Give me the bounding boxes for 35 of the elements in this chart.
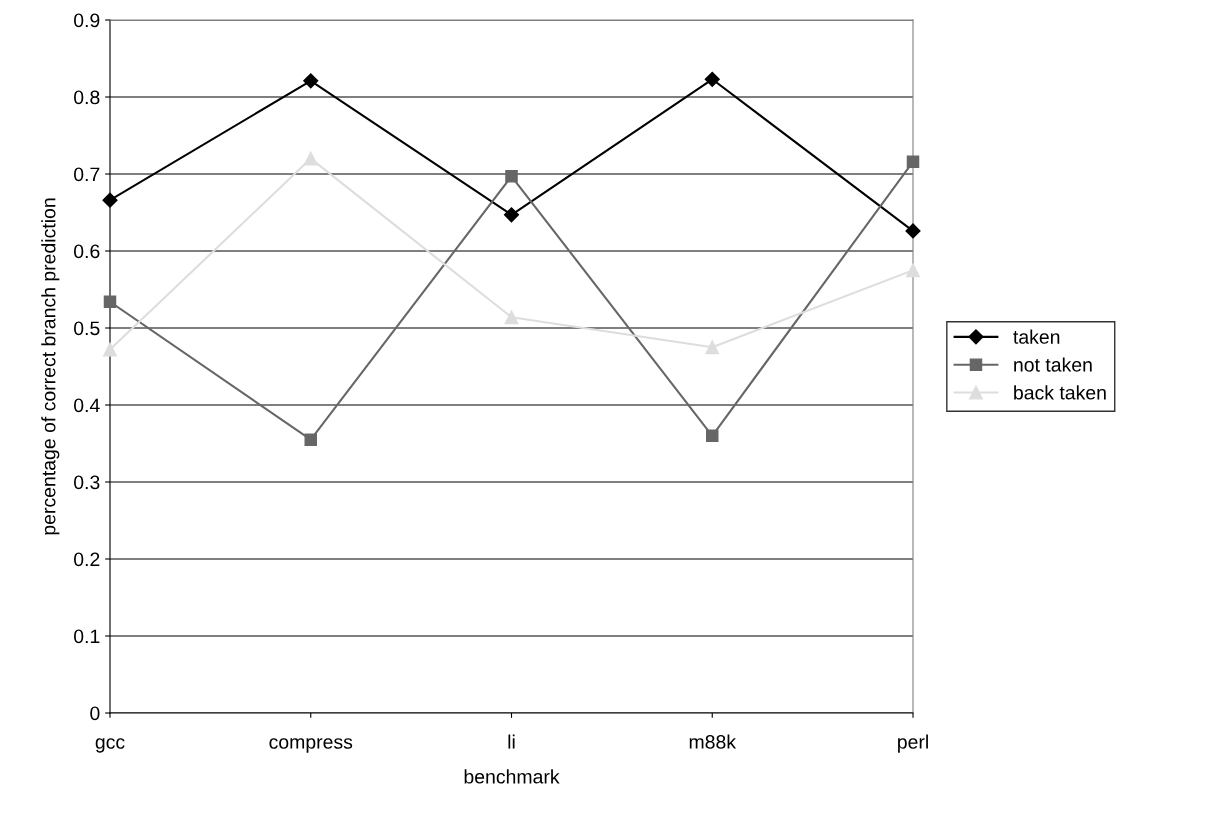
point <box>705 340 720 355</box>
y-tick-label: 0.9 <box>74 13 100 28</box>
point <box>303 151 318 166</box>
y-tick-label: 0 <box>90 706 100 721</box>
y-tick-label: 0.5 <box>74 321 100 336</box>
point <box>304 433 318 446</box>
y-tick-label: 0.6 <box>74 244 100 259</box>
y-tick-label: 0.8 <box>74 90 100 105</box>
point <box>705 429 719 443</box>
y-tick-label: 0.1 <box>74 629 100 644</box>
y-tick-label: 0.7 <box>74 167 100 182</box>
point <box>503 207 520 223</box>
point <box>504 310 519 325</box>
x-tick-label: li <box>508 734 515 749</box>
point <box>906 263 920 278</box>
legend-label: taken <box>1013 329 1060 344</box>
y-tick-label: 0.4 <box>74 398 100 413</box>
point <box>102 192 118 208</box>
x-tick-label: m88k <box>689 734 737 749</box>
y-tick-label: 0.2 <box>74 552 100 567</box>
x-tick-label: gcc <box>95 738 125 753</box>
legend-label: back taken <box>1014 385 1106 400</box>
point <box>905 223 921 239</box>
point <box>103 342 117 357</box>
point <box>303 73 319 89</box>
x-axis-title: benchmark <box>464 769 560 784</box>
x-tick-label: compress <box>269 738 353 753</box>
point <box>103 295 117 309</box>
y-tick-label: 0.3 <box>74 475 100 490</box>
y-axis-title: percentage of correct branch prediction <box>41 198 60 535</box>
x-tick-label: perl <box>898 734 928 753</box>
point <box>906 155 920 168</box>
point <box>704 71 720 87</box>
legend-label: not taken <box>1014 357 1092 372</box>
point <box>505 170 518 183</box>
